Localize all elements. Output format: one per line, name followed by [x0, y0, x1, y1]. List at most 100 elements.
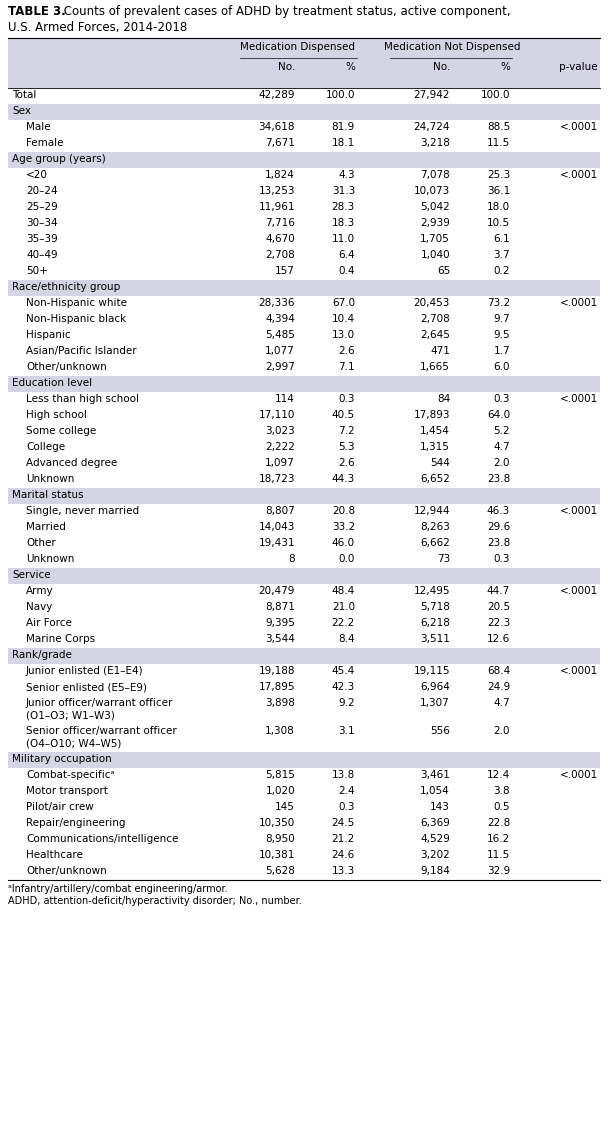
Text: Motor transport: Motor transport	[26, 785, 108, 796]
Text: 40–49: 40–49	[26, 250, 58, 260]
Text: 5,815: 5,815	[265, 769, 295, 780]
Text: 12,495: 12,495	[413, 586, 450, 597]
Text: 10.4: 10.4	[332, 314, 355, 324]
Text: Total: Total	[12, 90, 36, 100]
Text: Junior enlisted (E1–E4): Junior enlisted (E1–E4)	[26, 666, 143, 676]
Text: 0.3: 0.3	[339, 394, 355, 404]
Text: Sex: Sex	[12, 106, 31, 116]
Text: 2,708: 2,708	[420, 314, 450, 324]
Text: 1,665: 1,665	[420, 362, 450, 372]
Text: 471: 471	[430, 346, 450, 356]
Text: Repair/engineering: Repair/engineering	[26, 818, 125, 828]
Text: 5.2: 5.2	[493, 426, 510, 436]
Text: 32.9: 32.9	[487, 866, 510, 876]
Text: Army: Army	[26, 586, 54, 597]
Text: 0.3: 0.3	[339, 802, 355, 812]
Text: 45.4: 45.4	[332, 666, 355, 676]
Text: 3,202: 3,202	[420, 850, 450, 860]
Text: 22.8: 22.8	[487, 818, 510, 828]
Text: Military occupation: Military occupation	[12, 755, 112, 764]
Text: 73: 73	[437, 554, 450, 564]
Text: Asian/Pacific Islander: Asian/Pacific Islander	[26, 346, 137, 356]
Text: 22.3: 22.3	[487, 618, 510, 627]
Text: Other: Other	[26, 538, 56, 548]
Text: 6,652: 6,652	[420, 474, 450, 484]
Text: 544: 544	[430, 458, 450, 468]
Text: 1,315: 1,315	[420, 442, 450, 452]
Text: ADHD, attention-deficit/hyperactivity disorder; No., number.: ADHD, attention-deficit/hyperactivity di…	[8, 897, 302, 906]
Text: 5,042: 5,042	[420, 202, 450, 212]
Text: 0.3: 0.3	[494, 554, 510, 564]
Text: Healthcare: Healthcare	[26, 850, 83, 860]
Text: 19,115: 19,115	[413, 666, 450, 676]
Text: Service: Service	[12, 570, 50, 581]
Text: 17,895: 17,895	[258, 682, 295, 692]
Text: 4,394: 4,394	[265, 314, 295, 324]
Text: <.0001: <.0001	[560, 769, 598, 780]
Text: 24.9: 24.9	[487, 682, 510, 692]
Text: 1,077: 1,077	[265, 346, 295, 356]
Bar	[8, 376, 600, 392]
Text: 23.8: 23.8	[487, 538, 510, 548]
Text: Male: Male	[26, 123, 50, 132]
Text: 84: 84	[437, 394, 450, 404]
Text: 34,618: 34,618	[258, 123, 295, 132]
Text: 8,263: 8,263	[420, 522, 450, 532]
Text: 6,218: 6,218	[420, 618, 450, 627]
Text: 6,662: 6,662	[420, 538, 450, 548]
Text: 25.3: 25.3	[487, 169, 510, 180]
Text: Single, never married: Single, never married	[26, 506, 139, 516]
Text: 18.0: 18.0	[487, 202, 510, 212]
Bar	[8, 752, 600, 768]
Text: 1,020: 1,020	[265, 785, 295, 796]
Bar	[8, 281, 600, 297]
Text: 2,997: 2,997	[265, 362, 295, 372]
Text: No.: No.	[433, 62, 450, 72]
Text: 3.8: 3.8	[493, 785, 510, 796]
Text: 7,078: 7,078	[420, 169, 450, 180]
Text: 2.0: 2.0	[494, 458, 510, 468]
Text: 67.0: 67.0	[332, 298, 355, 308]
Text: Other/unknown: Other/unknown	[26, 362, 107, 372]
Text: College: College	[26, 442, 65, 452]
Text: 24,724: 24,724	[413, 123, 450, 132]
Text: 8,807: 8,807	[265, 506, 295, 516]
Text: 81.9: 81.9	[332, 123, 355, 132]
Text: 6.0: 6.0	[494, 362, 510, 372]
Text: Other/unknown: Other/unknown	[26, 866, 107, 876]
Text: 12.4: 12.4	[487, 769, 510, 780]
Text: 114: 114	[275, 394, 295, 404]
Text: <.0001: <.0001	[560, 169, 598, 180]
Text: 4.7: 4.7	[493, 442, 510, 452]
Text: 0.5: 0.5	[494, 802, 510, 812]
Text: 28.3: 28.3	[332, 202, 355, 212]
Text: 10,350: 10,350	[259, 818, 295, 828]
Text: 73.2: 73.2	[487, 298, 510, 308]
Text: 7,716: 7,716	[265, 218, 295, 228]
Text: Pilot/air crew: Pilot/air crew	[26, 802, 94, 812]
Text: 8.4: 8.4	[339, 634, 355, 643]
Text: Combat-specificᵃ: Combat-specificᵃ	[26, 769, 114, 780]
Text: Non-Hispanic white: Non-Hispanic white	[26, 298, 127, 308]
Text: 29.6: 29.6	[487, 522, 510, 532]
Bar	[8, 488, 600, 504]
Text: 22.2: 22.2	[332, 618, 355, 627]
Text: 36.1: 36.1	[487, 185, 510, 196]
Text: 31.3: 31.3	[332, 185, 355, 196]
Text: 65: 65	[437, 266, 450, 276]
Text: 17,893: 17,893	[413, 410, 450, 420]
Text: 6,964: 6,964	[420, 682, 450, 692]
Text: 3,218: 3,218	[420, 139, 450, 148]
Text: 13.8: 13.8	[332, 769, 355, 780]
Text: <.0001: <.0001	[560, 586, 598, 597]
Text: 9,395: 9,395	[265, 618, 295, 627]
Text: 4.7: 4.7	[493, 698, 510, 708]
Text: 7,671: 7,671	[265, 139, 295, 148]
Text: High school: High school	[26, 410, 87, 420]
Text: Medication Not Dispensed: Medication Not Dispensed	[384, 42, 520, 52]
Text: 18.1: 18.1	[332, 139, 355, 148]
Text: 68.4: 68.4	[487, 666, 510, 676]
Text: Non-Hispanic black: Non-Hispanic black	[26, 314, 126, 324]
Text: 5.3: 5.3	[339, 442, 355, 452]
Text: (O1–O3; W1–W3): (O1–O3; W1–W3)	[26, 711, 115, 721]
